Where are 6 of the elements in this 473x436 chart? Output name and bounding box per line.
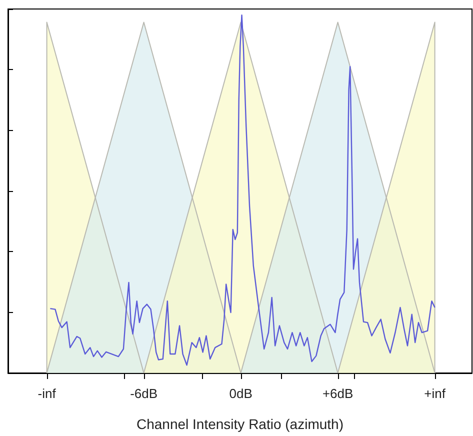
x-tick-label: -inf	[38, 386, 56, 401]
x-axis-title: Channel Intensity Ratio (azimuth)	[136, 416, 344, 432]
x-tick-label: +inf	[424, 386, 446, 401]
x-tick-label: 0dB	[229, 386, 252, 401]
x-tick-label: +6dB	[322, 386, 354, 401]
x-tick-label: -6dB	[130, 386, 158, 401]
